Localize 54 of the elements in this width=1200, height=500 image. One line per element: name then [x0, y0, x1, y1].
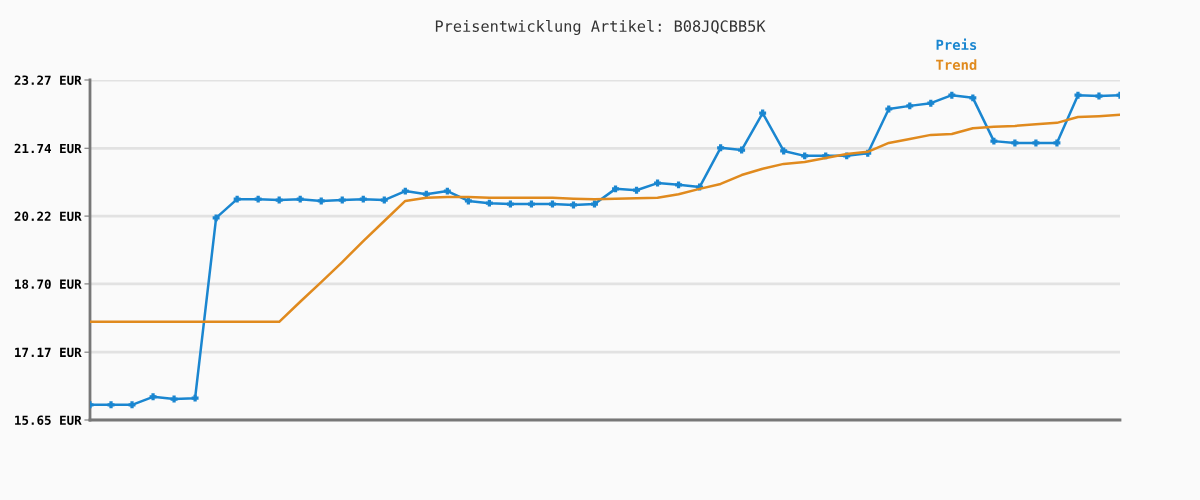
point	[548, 200, 556, 208]
text: Trend	[936, 59, 977, 71]
y-tick-label: 17.17 EUR	[15, 347, 82, 358]
line-series	[90, 91, 1120, 409]
point	[591, 200, 598, 208]
point	[485, 199, 493, 207]
point	[969, 94, 977, 102]
point	[170, 395, 178, 403]
point	[275, 196, 283, 204]
point	[506, 200, 514, 208]
point	[738, 146, 746, 154]
point	[1053, 139, 1061, 147]
point	[612, 185, 619, 193]
point	[948, 91, 956, 99]
point	[380, 196, 388, 204]
point	[191, 394, 199, 402]
point	[654, 179, 662, 187]
point	[527, 200, 535, 208]
point	[338, 196, 346, 204]
point	[569, 201, 577, 209]
point	[233, 195, 241, 203]
chart-title: Preisentwicklung Artikel: B08JQCBB5K	[435, 20, 766, 35]
point	[107, 401, 115, 409]
y-tick-label: 15.65 EUR	[15, 415, 82, 425]
point	[1074, 91, 1082, 99]
point	[675, 181, 683, 189]
line-series	[90, 113, 1120, 324]
point	[759, 109, 767, 117]
point	[296, 195, 304, 203]
y-tick-label: 20.22 EUR	[14, 211, 82, 222]
y-tick-label: 21.74 EUR	[14, 143, 82, 154]
point	[128, 401, 136, 409]
point	[1095, 92, 1103, 100]
point	[780, 147, 788, 155]
point	[212, 214, 220, 222]
point	[906, 102, 914, 110]
point	[990, 137, 998, 145]
y-tick-label: 18.70 EUR	[15, 279, 82, 289]
point	[254, 195, 262, 203]
text: Preis	[936, 38, 977, 51]
point	[464, 197, 472, 205]
point	[885, 105, 893, 113]
point	[317, 197, 325, 205]
point	[927, 99, 935, 107]
point	[801, 152, 809, 160]
point	[359, 195, 367, 203]
point	[1032, 139, 1040, 147]
point	[717, 144, 725, 152]
y-tick-label: 23.27 EUR	[14, 75, 82, 85]
point	[401, 187, 409, 195]
point	[443, 187, 451, 195]
point	[1011, 139, 1019, 147]
point	[633, 186, 641, 194]
point	[149, 393, 157, 401]
